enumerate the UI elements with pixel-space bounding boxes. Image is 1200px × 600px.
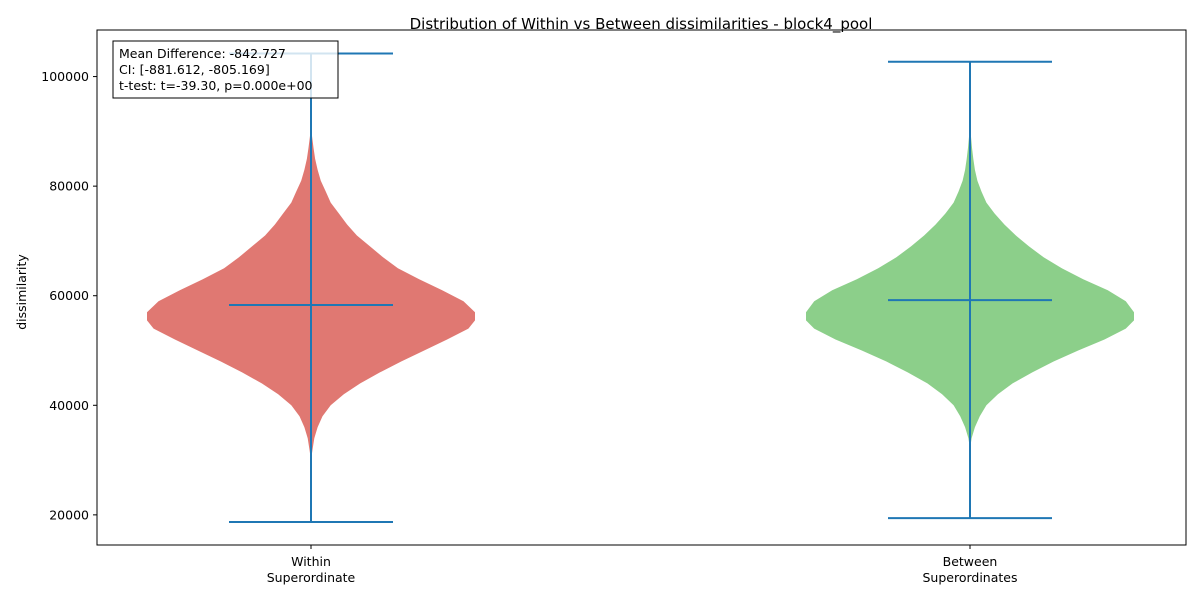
annotation-t-test: t-test: t=-39.30, p=0.000e+00 bbox=[119, 78, 313, 93]
y-tick-label: 80000 bbox=[49, 179, 89, 194]
y-tick-label: 100000 bbox=[41, 69, 89, 84]
stats-annotation-box bbox=[112, 40, 339, 99]
y-axis-ticks: 20000 40000 60000 80000 100000 bbox=[41, 69, 97, 522]
x-axis-ticks: Within Superordinate Between Superordina… bbox=[267, 545, 1018, 585]
plot-frame bbox=[96, 29, 1187, 546]
stats-annotation: Mean Difference: -842.727 CI: [-881.612,… bbox=[112, 40, 339, 99]
y-axis-label: dissimilarity bbox=[14, 254, 29, 330]
x-tick-label-within-line2: Superordinate bbox=[267, 570, 356, 585]
x-tick-label-within-line1: Within bbox=[291, 554, 331, 569]
annotation-confidence-interval: CI: [-881.612, -805.169] bbox=[119, 62, 270, 77]
chart-title: Distribution of Within vs Between dissim… bbox=[410, 15, 873, 34]
y-tick-label: 20000 bbox=[49, 507, 89, 522]
x-tick-label-between-line2: Superordinates bbox=[922, 570, 1017, 585]
x-tick-label-between-line1: Between bbox=[943, 554, 998, 569]
y-tick-label: 40000 bbox=[49, 398, 89, 413]
y-tick-label: 60000 bbox=[49, 288, 89, 303]
plot-area bbox=[147, 52, 1134, 523]
annotation-mean-difference: Mean Difference: -842.727 bbox=[119, 46, 286, 61]
